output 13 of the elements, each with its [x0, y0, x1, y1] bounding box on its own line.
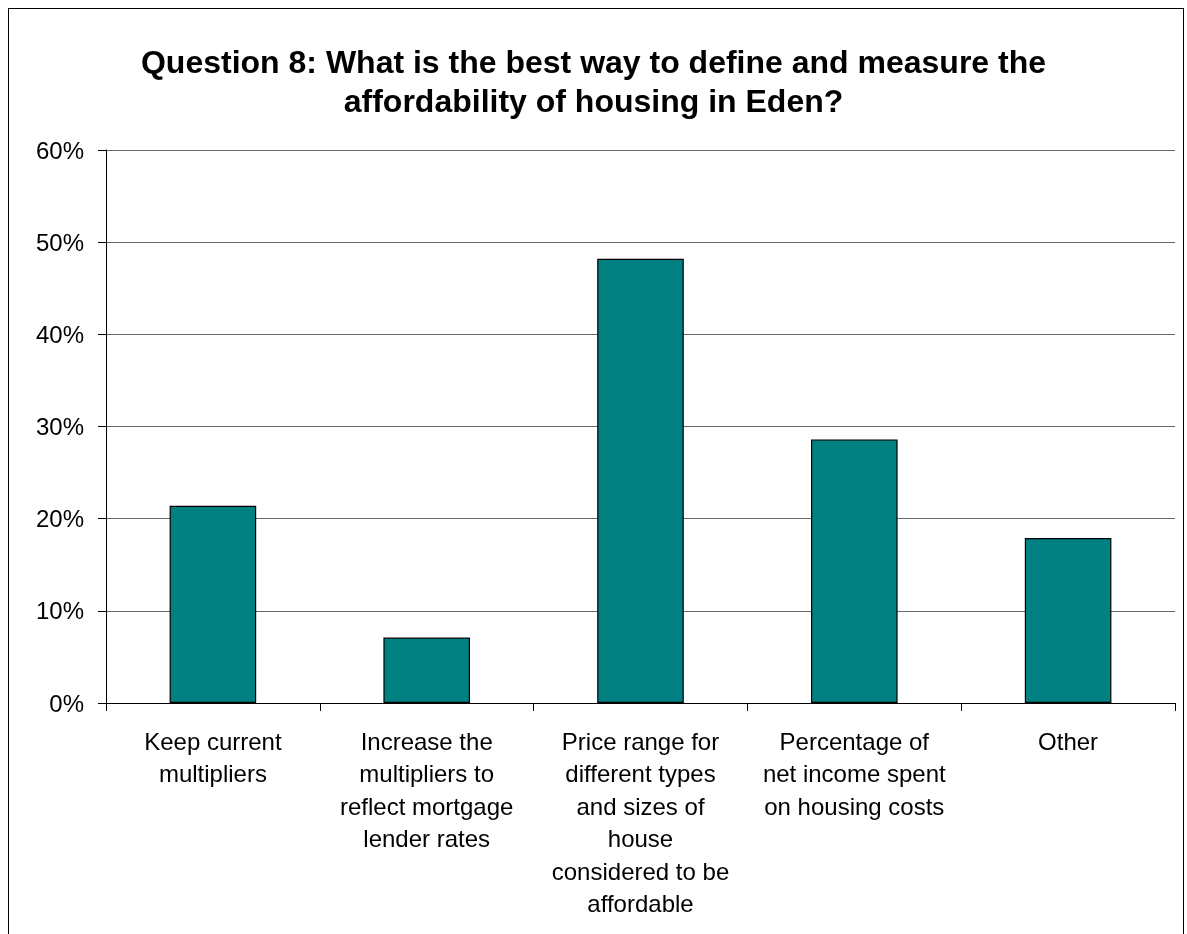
- x-tick-label: Keep current multipliers: [144, 727, 282, 788]
- chart-title: Question 8: What is the best way to define and measure the affordability of housing in Eden?: [140, 43, 1047, 119]
- y-tick-label: 60%: [35, 136, 84, 164]
- x-tick-label: Price range for different types and sizes of house considered to be affordable: [551, 727, 730, 918]
- x-tick-label: Increase the multipliers to reflect mortgage lender rates: [339, 727, 514, 853]
- y-tick-label: 40%: [35, 320, 84, 348]
- x-tick-label: Other: [1038, 727, 1099, 755]
- x-tick-label: Percentage of net income spent on housing costs: [762, 727, 947, 820]
- y-tick-label: 30%: [35, 413, 84, 440]
- y-tick-label: 50%: [35, 228, 84, 256]
- y-tick-label: 10%: [35, 597, 84, 625]
- y-tick-label: 20%: [35, 505, 84, 533]
- y-tick-label: 0%: [49, 689, 84, 717]
